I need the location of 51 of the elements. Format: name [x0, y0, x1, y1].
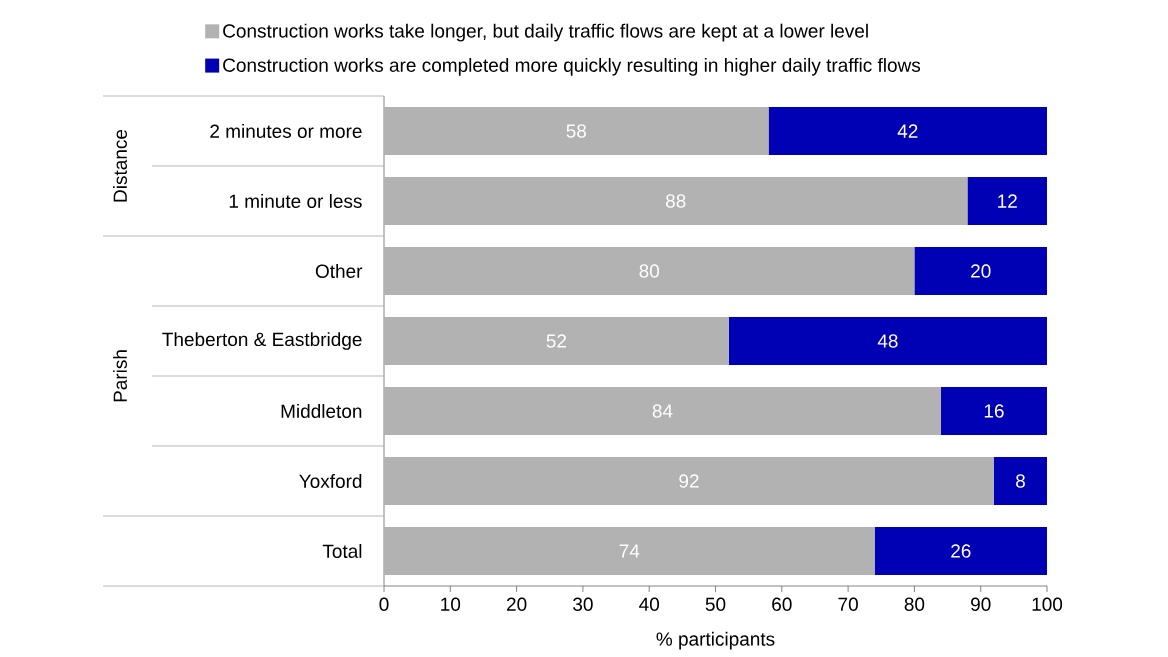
data-label: 58	[566, 124, 587, 138]
data-label: 20	[971, 264, 991, 278]
legend-label: Construction works are completed more quickly resulting in higher daily traffic flows	[223, 57, 921, 76]
x-tick-label: 10	[441, 597, 461, 611]
data-label: 16	[984, 404, 1004, 418]
y-tick-label: 1 minute or less	[229, 194, 362, 208]
bar	[384, 247, 915, 295]
y-tick-label: Total	[322, 544, 362, 558]
bar	[768, 107, 1048, 155]
y-tick-label: Middleton	[281, 404, 362, 418]
y-tick-label: 2 minutes or more	[210, 124, 362, 138]
bar	[384, 527, 875, 575]
x-tick-label: 20	[506, 597, 527, 611]
bar	[384, 107, 769, 155]
data-label: 12	[998, 194, 1017, 208]
bar	[728, 317, 1048, 365]
x-tick-label: 50	[705, 597, 726, 611]
data-label: 42	[897, 124, 918, 138]
data-label: 74	[619, 544, 640, 558]
x-tick-label: 40	[639, 597, 660, 611]
x-tick-label: 70	[838, 597, 858, 611]
x-tick-label: 90	[971, 597, 991, 611]
data-label: 52	[546, 334, 566, 348]
data-label: 88	[665, 194, 686, 208]
bar	[384, 457, 994, 505]
bar	[967, 177, 1048, 225]
x-tick-label: 60	[772, 597, 792, 611]
data-label: 92	[679, 474, 699, 488]
bar	[993, 457, 1048, 505]
data-label: 26	[951, 544, 971, 558]
bar	[384, 317, 729, 365]
legend-label: Construction works take longer, but daily traffic flows are kept at a lower level	[223, 23, 868, 42]
x-tick-label: 30	[573, 597, 593, 611]
y-tick-label: Yoxford	[299, 474, 362, 488]
y-tick-label: Other	[315, 264, 363, 278]
bar	[914, 247, 1048, 295]
x-tick-label: 100	[1032, 597, 1063, 611]
bar	[384, 177, 968, 225]
bar	[940, 387, 1048, 435]
x-axis-title: % participants	[656, 631, 775, 650]
text: Parish	[113, 350, 127, 402]
data-label: 8	[1016, 474, 1025, 488]
data-label: 48	[877, 334, 898, 348]
data-label: 84	[652, 404, 673, 418]
bar	[384, 387, 941, 435]
text: Distance	[113, 129, 127, 202]
x-tick-label: 0	[379, 597, 389, 611]
x-tick-label: 80	[904, 597, 925, 611]
bar	[874, 527, 1048, 575]
y-tick-label: Theberton & Eastbridge	[162, 332, 362, 350]
data-label: 80	[639, 264, 660, 278]
